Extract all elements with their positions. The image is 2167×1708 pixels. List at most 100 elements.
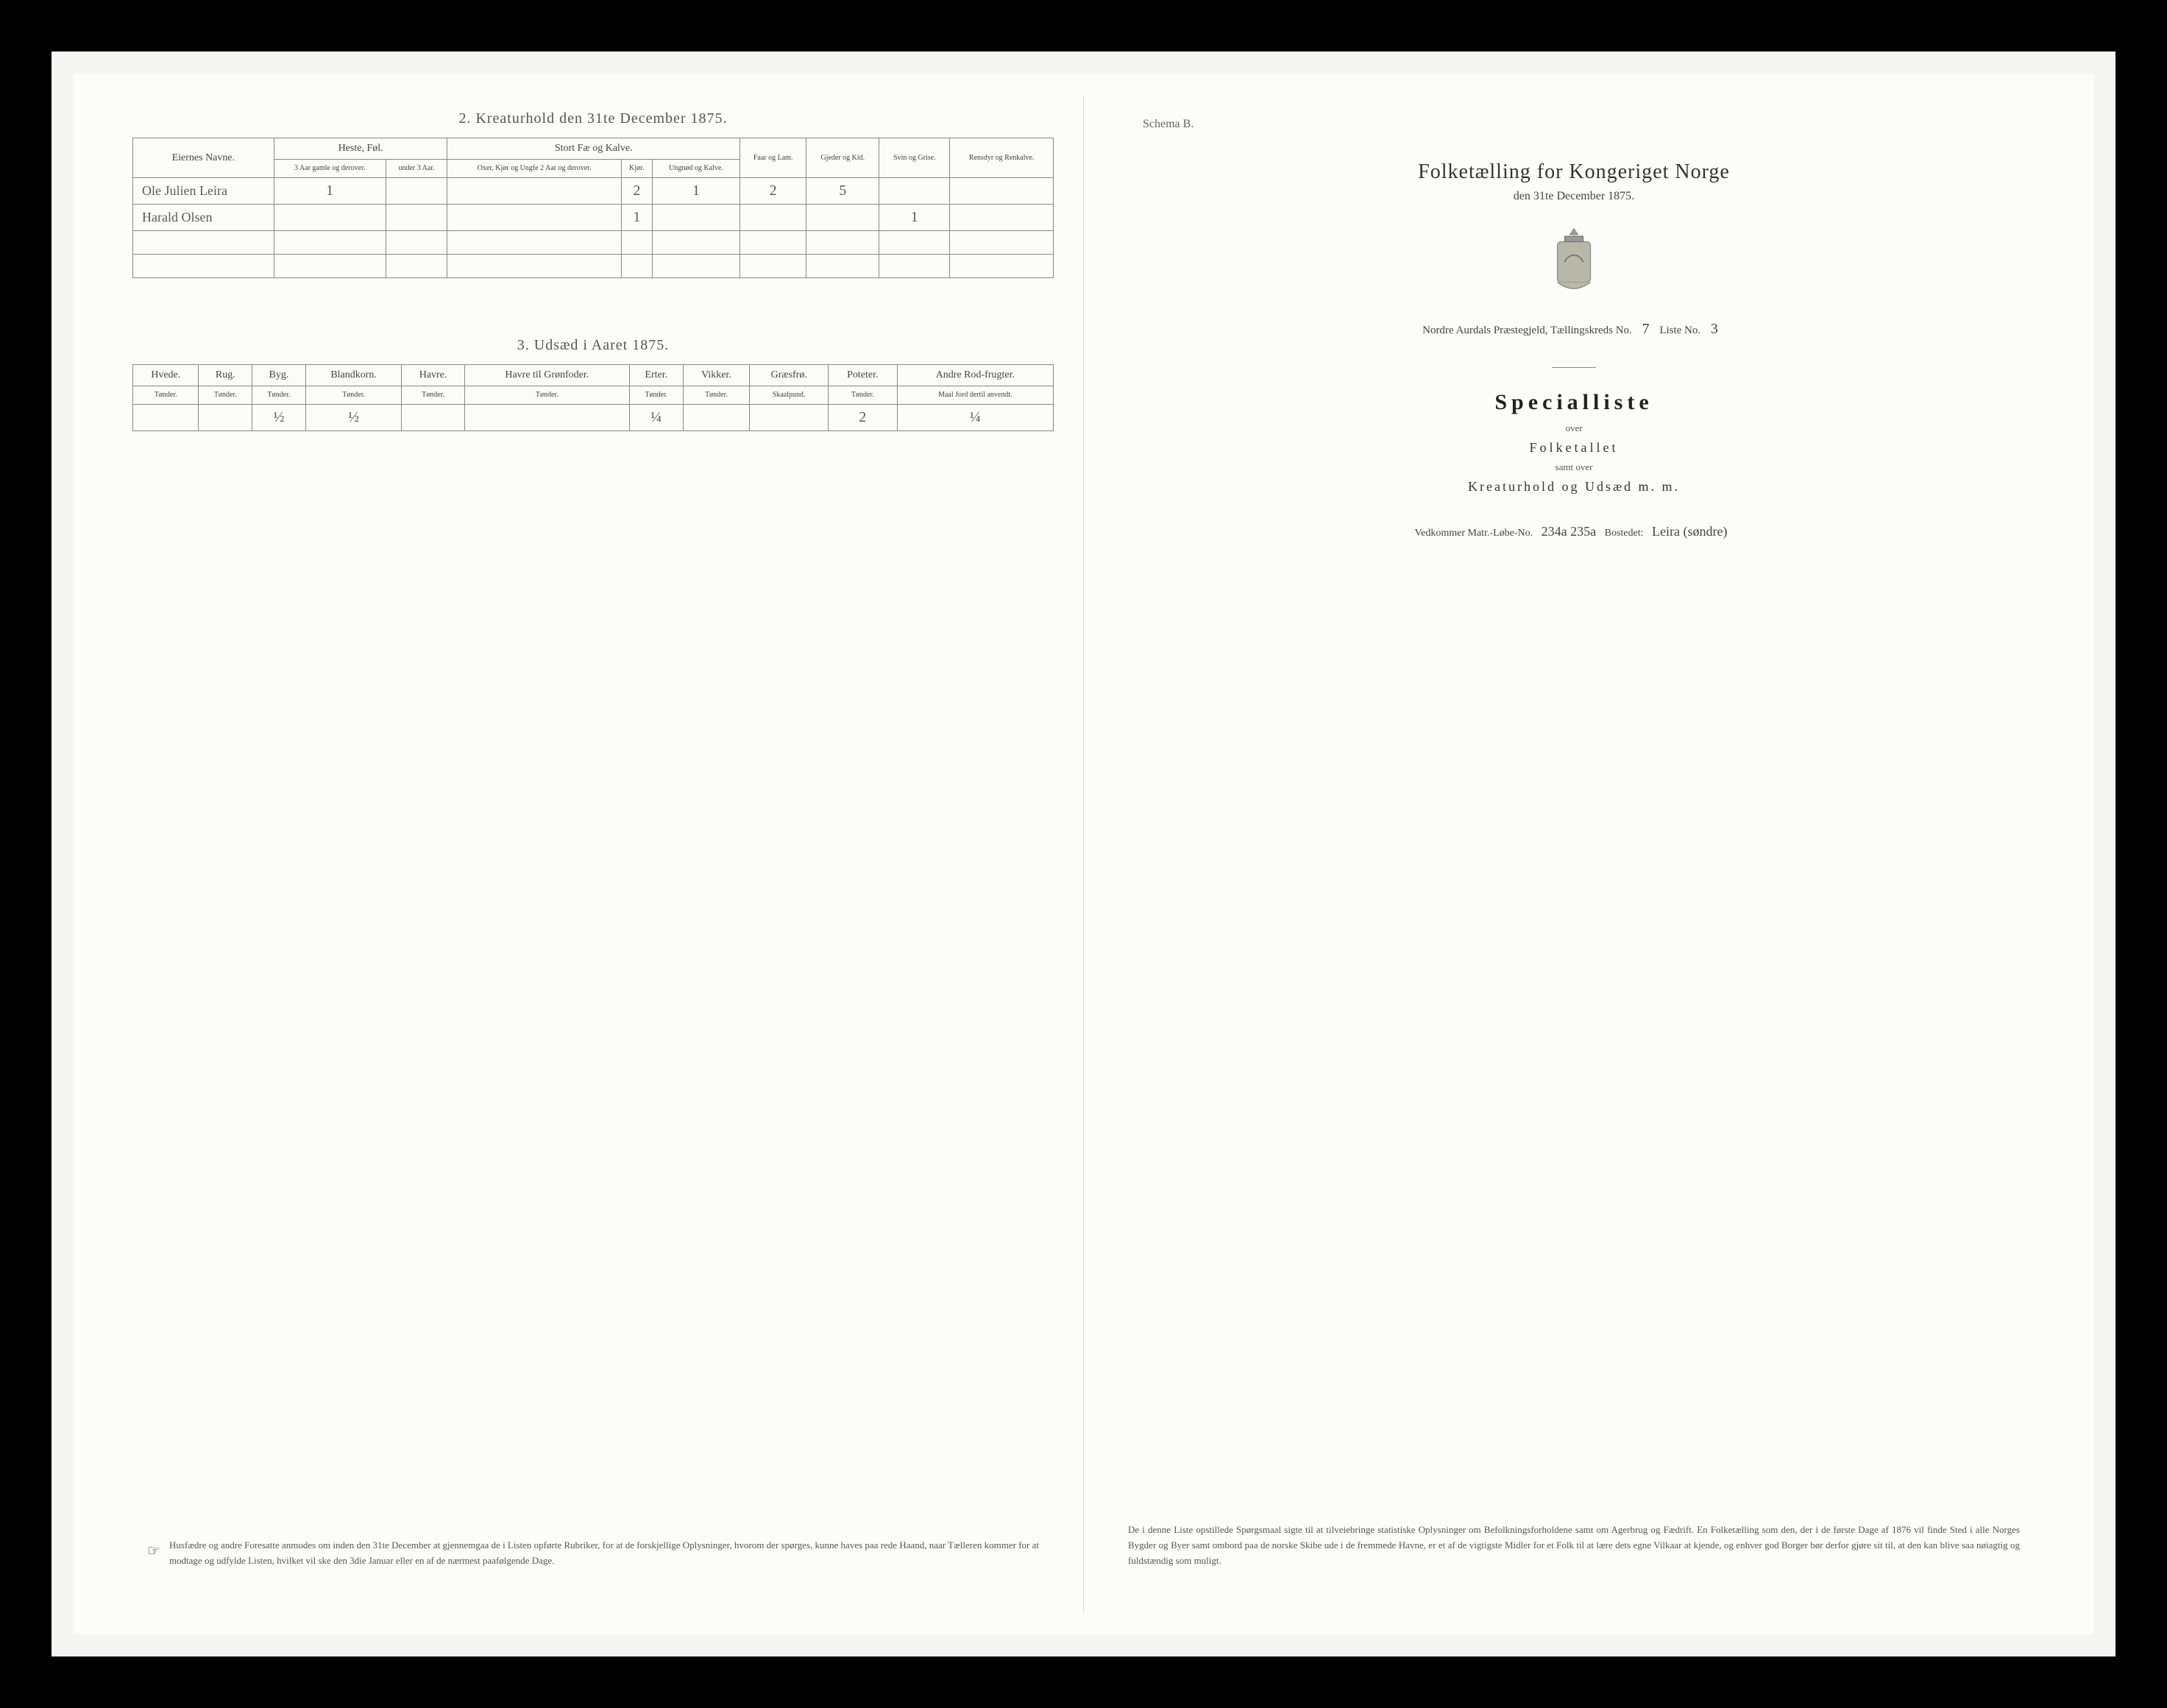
sowing-value xyxy=(402,405,464,431)
cell-value xyxy=(447,205,621,231)
sowing-unit: Tønder. xyxy=(199,386,252,405)
sowing-col: Hvede. xyxy=(133,365,199,386)
sowing-header-row: Hvede.Rug.Byg.Blandkorn.Havre.Havre til … xyxy=(133,365,1054,386)
folketallet-heading: Folketallet xyxy=(1113,440,2035,456)
samt-over-label: samt over xyxy=(1113,461,2035,473)
census-title: Folketælling for Kongeriget Norge xyxy=(1113,160,2035,184)
section2-title: 2. Kreaturhold den 31te December 1875. xyxy=(132,110,1054,127)
sowing-unit: Tønder. xyxy=(683,386,750,405)
sowing-value: ¼ xyxy=(897,405,1053,431)
cell-value xyxy=(386,178,447,205)
sowing-col: Erter. xyxy=(629,365,683,386)
sowing-data-row: ½½¼2¼ xyxy=(133,405,1054,431)
page-right: Schema B. Folketælling for Kongeriget No… xyxy=(1084,96,2064,1612)
sowing-value xyxy=(750,405,829,431)
cell-value xyxy=(740,255,806,278)
document-spread: 2. Kreaturhold den 31te December 1875. E… xyxy=(74,74,2093,1634)
specialliste-heading: Specialliste xyxy=(1113,390,2035,415)
col-sheep: Faar og Lam. xyxy=(740,138,806,178)
cell-value: 1 xyxy=(652,178,740,205)
cell-value: 5 xyxy=(806,178,879,205)
owner-name: Ole Julien Leira xyxy=(133,178,274,205)
sowing-col: Blandkorn. xyxy=(305,365,402,386)
sowing-value xyxy=(683,405,750,431)
cell-value xyxy=(386,255,447,278)
cell-value xyxy=(950,255,1054,278)
sowing-units-row: Tønder.Tønder.Tønder.Tønder.Tønder.Tønde… xyxy=(133,386,1054,405)
sowing-col: Havre. xyxy=(402,365,464,386)
cell-value xyxy=(274,255,386,278)
matr-lobe-no: 234a 235a xyxy=(1536,524,1602,539)
cell-value xyxy=(621,231,652,255)
cell-value xyxy=(447,231,621,255)
scan-frame: 2. Kreaturhold den 31te December 1875. E… xyxy=(29,29,2138,1679)
left-footnote: ☞ Husfædre og andre Foresatte anmodes om… xyxy=(132,1538,1054,1569)
pointing-hand-icon: ☞ xyxy=(147,1539,160,1569)
cell-value xyxy=(652,255,740,278)
sowing-unit: Tønder. xyxy=(402,386,464,405)
cell-value xyxy=(652,205,740,231)
table-row: Harald Olsen11 xyxy=(133,205,1054,231)
sowing-unit: Tønder. xyxy=(305,386,402,405)
col-horses: Heste, Føl. xyxy=(274,138,447,160)
cell-value xyxy=(950,178,1054,205)
sowing-value: ½ xyxy=(305,405,402,431)
sowing-col: Havre til Grønfoder. xyxy=(464,365,629,386)
district-line: Nordre Aurdals Præstegjeld, Tællingskred… xyxy=(1113,321,2035,338)
cell-value: 1 xyxy=(274,178,386,205)
district-number: 7 xyxy=(1635,321,1657,337)
bostedet-label: Bostedet: xyxy=(1605,528,1644,539)
sowing-unit: Tønder. xyxy=(464,386,629,405)
page-left: 2. Kreaturhold den 31te December 1875. E… xyxy=(103,96,1084,1612)
sowing-unit: Tønder. xyxy=(828,386,897,405)
vedk-label: Vedkommer Matr.-Løbe-No. xyxy=(1415,528,1533,539)
sowing-unit: Tønder. xyxy=(252,386,306,405)
col-horses-a: 3 Aar gamle og derover. xyxy=(274,160,386,178)
cell-value xyxy=(386,205,447,231)
cell-value xyxy=(950,205,1054,231)
cell-value xyxy=(274,205,386,231)
cell-value xyxy=(879,255,950,278)
census-subtitle: den 31te December 1875. xyxy=(1113,190,2035,203)
cell-value: 1 xyxy=(879,205,950,231)
table-row xyxy=(133,231,1054,255)
sowing-col: Græsfrø. xyxy=(750,365,829,386)
section3-title: 3. Udsæd i Aaret 1875. xyxy=(132,337,1054,354)
sowing-col: Rug. xyxy=(199,365,252,386)
bostedet-value: Leira (søndre) xyxy=(1646,524,1733,539)
sowing-value xyxy=(464,405,629,431)
liste-label: Liste No. xyxy=(1659,325,1700,336)
left-footnote-text: Husfædre og andre Foresatte anmodes om i… xyxy=(169,1538,1039,1569)
kreaturhold-heading: Kreaturhold og Udsæd m. m. xyxy=(1113,479,2035,495)
right-footnote: De i denne Liste opstillede Spørgsmaal s… xyxy=(1113,1523,2035,1568)
sowing-unit: Tønder. xyxy=(629,386,683,405)
cell-value xyxy=(879,231,950,255)
table-row xyxy=(133,255,1054,278)
sowing-unit: Tønder. xyxy=(133,386,199,405)
col-horses-b: under 3 Aar. xyxy=(386,160,447,178)
livestock-table: Eiernes Navne. Heste, Føl. Stort Fæ og K… xyxy=(132,138,1054,278)
cell-value: 2 xyxy=(621,178,652,205)
cell-value xyxy=(879,178,950,205)
sowing-unit: Skaalpund. xyxy=(750,386,829,405)
schema-label: Schema B. xyxy=(1143,118,2035,131)
sowing-value: ¼ xyxy=(629,405,683,431)
cell-value xyxy=(950,231,1054,255)
sowing-col: Andre Rod-frugter. xyxy=(897,365,1053,386)
table-row: Ole Julien Leira12125 xyxy=(133,178,1054,205)
coat-of-arms-icon xyxy=(1544,225,1603,299)
cell-value: 2 xyxy=(740,178,806,205)
cell-value xyxy=(806,231,879,255)
cell-value xyxy=(386,231,447,255)
cell-value xyxy=(652,231,740,255)
sowing-value: ½ xyxy=(252,405,306,431)
sowing-unit: Maal Jord dertil anvendt. xyxy=(897,386,1053,405)
vedkommer-line: Vedkommer Matr.-Løbe-No. 234a 235a Boste… xyxy=(1113,524,2035,539)
sowing-col: Vikker. xyxy=(683,365,750,386)
col-owner: Eiernes Navne. xyxy=(133,138,274,178)
sowing-col: Poteter. xyxy=(828,365,897,386)
sowing-col: Byg. xyxy=(252,365,306,386)
sowing-table: Hvede.Rug.Byg.Blandkorn.Havre.Havre til … xyxy=(132,364,1054,431)
cell-value xyxy=(621,255,652,278)
livestock-tbody: Ole Julien Leira12125Harald Olsen11 xyxy=(133,178,1054,278)
